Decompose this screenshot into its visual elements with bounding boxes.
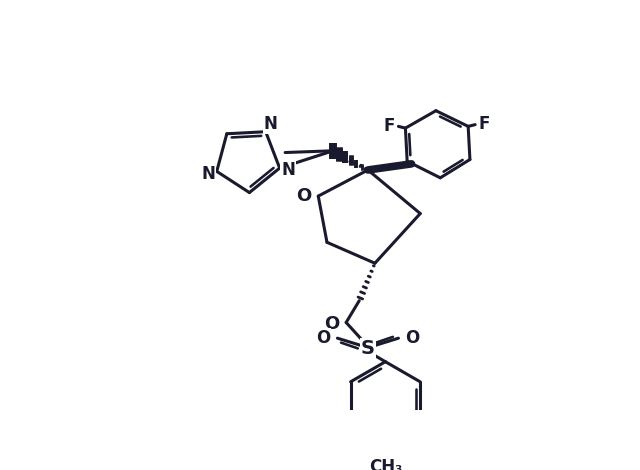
Text: F: F <box>479 115 490 133</box>
Text: CH₃: CH₃ <box>369 458 402 470</box>
Text: O: O <box>405 329 420 347</box>
Text: N: N <box>264 116 277 133</box>
Text: N: N <box>281 161 295 180</box>
Text: N: N <box>202 165 216 183</box>
Text: O: O <box>316 329 330 347</box>
Text: S: S <box>361 339 375 358</box>
Text: F: F <box>383 117 395 134</box>
Text: O: O <box>296 187 311 205</box>
Text: O: O <box>324 315 339 333</box>
